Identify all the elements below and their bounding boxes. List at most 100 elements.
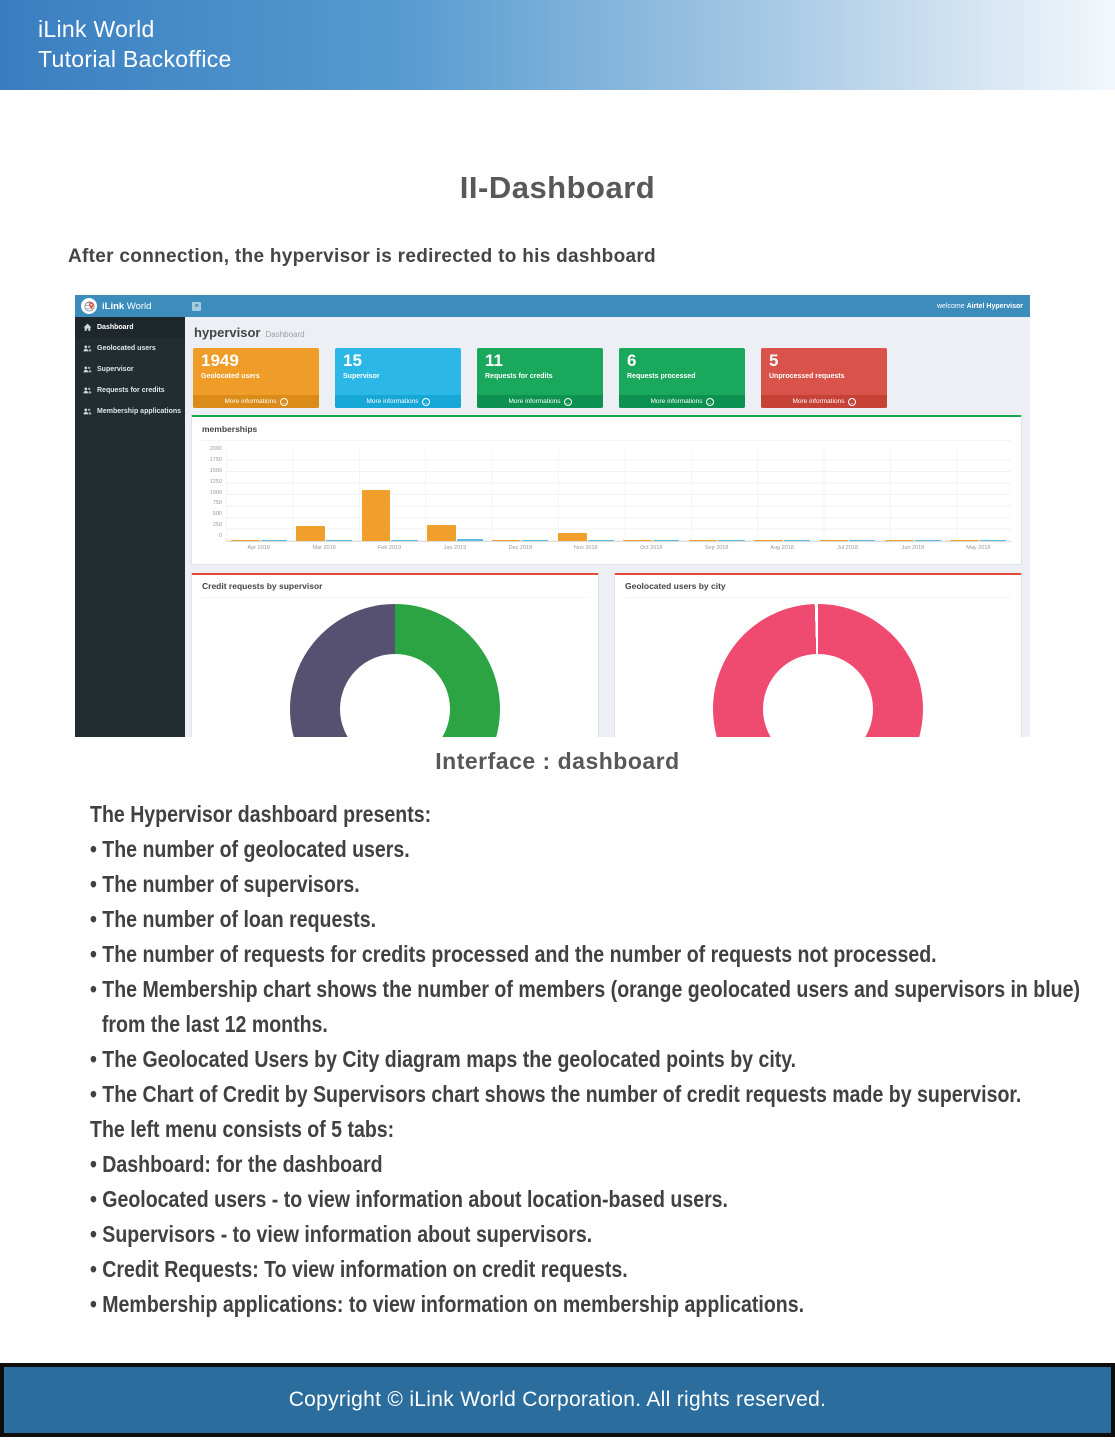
supervisors-bar xyxy=(783,539,811,541)
geolocated-users-donut-chart xyxy=(713,604,923,737)
body-line: • The Geolocated Users by City diagram m… xyxy=(90,1046,797,1072)
geolocated-users-bar xyxy=(557,533,587,541)
y-axis-ticks: 2000 1750 1500 1250 1000 750 500 250 0 xyxy=(202,446,226,541)
geolocated-users-bar xyxy=(754,539,783,541)
supervisors-bar xyxy=(260,539,287,541)
body-line: • The Membership chart shows the number … xyxy=(90,976,1080,1002)
sidebar-item-requests-for-credits[interactable]: Requests for credits xyxy=(75,380,185,401)
stat-card-label: Unprocessed requests xyxy=(769,373,845,380)
supervisors-bar xyxy=(325,539,353,541)
content-header: hypervisor Dashboard xyxy=(191,322,1022,348)
home-icon xyxy=(83,323,92,332)
body-line: The left menu consists of 5 tabs: xyxy=(90,1116,395,1142)
body-text: The Hypervisor dashboard presents: • The … xyxy=(90,797,1080,1322)
stat-card-requests-processed: 6 Requests processed More informations → xyxy=(619,348,745,408)
brand-name: iLink World xyxy=(102,301,151,312)
geolocated-users-bar xyxy=(623,539,653,541)
sidebar-item-geolocated-users[interactable]: Geolocated users xyxy=(75,338,185,359)
copyright-text: Copyright © iLink World Corporation. All… xyxy=(288,1388,827,1411)
stat-card-geolocated-users: 1949 Geolocated users More informations → xyxy=(193,348,319,408)
body-line: from the last 12 months. xyxy=(101,1011,328,1037)
x-tick-label: Feb 2019 xyxy=(377,545,402,551)
month-group-feb-2019 xyxy=(357,449,422,541)
bar-plot-area xyxy=(226,449,1011,542)
more-informations-label: More informations xyxy=(366,398,419,405)
users-icon xyxy=(83,407,92,416)
sidebar-toggle-icon[interactable]: ≡ xyxy=(192,301,201,311)
x-tick-label: Mar 2019 xyxy=(312,545,336,551)
x-tick-label: Oct 2018 xyxy=(640,545,663,551)
x-tick-label: Sep 2018 xyxy=(704,545,729,551)
banner-line-2: Tutorial Backoffice xyxy=(38,46,232,72)
sidebar-item-membership-applications[interactable]: Membership applications xyxy=(75,401,185,422)
welcome-username: Airtel Hypervisor xyxy=(966,302,1023,310)
breadcrumb: Dashboard xyxy=(265,330,305,339)
supervisors-bar xyxy=(653,539,680,541)
brand-bold: iLink xyxy=(102,300,125,312)
more-informations-label: More informations xyxy=(650,398,703,405)
stat-card-label: Requests for credits xyxy=(485,373,553,380)
brand-regular: World xyxy=(124,300,152,312)
memberships-chart: 2000 1750 1500 1250 1000 750 500 250 0 xyxy=(202,446,1011,542)
more-informations-label: More informations xyxy=(224,398,277,405)
arrow-circle-right-icon: → xyxy=(705,397,714,406)
more-informations-button[interactable]: More informations → xyxy=(761,395,887,408)
geolocated-users-bar xyxy=(427,524,456,541)
supervisors-bar xyxy=(587,539,614,541)
stat-card-supervisor: 15 Supervisor More informations → xyxy=(335,348,461,408)
geolocated-users-bar xyxy=(361,490,391,541)
more-informations-button[interactable]: More informations → xyxy=(477,395,603,408)
x-axis-labels: Apr 2019 Mar 2019 Feb 2019 Jan 2019 Dec 2018… xyxy=(226,542,1011,551)
geolocated-users-bar xyxy=(884,539,914,541)
content-title: hypervisor xyxy=(194,325,261,340)
main-content: hypervisor Dashboard 1949 Geolocated users… xyxy=(185,317,1030,737)
geolocated-users-bar xyxy=(492,539,522,541)
x-tick-label: May 2018 xyxy=(966,545,991,551)
body-line: • The Chart of Credit by Supervisors cha… xyxy=(90,1081,1022,1107)
y-tick-label: 1000 xyxy=(209,489,222,496)
stat-card-value: 15 xyxy=(343,351,362,370)
stat-card-value: 6 xyxy=(627,351,637,370)
body-line: • Dashboard: for the dashboard xyxy=(90,1151,383,1177)
x-tick-label: Apr 2019 xyxy=(247,545,270,551)
y-tick-label: 0 xyxy=(218,533,222,539)
geolocated-city-title: Geolocated users by city xyxy=(625,579,1011,598)
body-line: The Hypervisor dashboard presents: xyxy=(90,801,432,827)
y-tick-label: 1250 xyxy=(209,478,222,485)
arrow-circle-right-icon: → xyxy=(847,397,856,406)
geolocated-city-box: Geolocated users by city xyxy=(614,573,1022,737)
body-line: • The number of requests for credits pro… xyxy=(90,941,937,967)
more-informations-button[interactable]: More informations → xyxy=(335,395,461,408)
brand-logo[interactable]: iLink World xyxy=(75,295,185,317)
credit-requests-donut-chart xyxy=(290,604,500,737)
stat-card-requests-for-credits: 11 Requests for credits More informations → xyxy=(477,348,603,408)
stat-card-label: Geolocated users xyxy=(201,373,260,380)
more-informations-button[interactable]: More informations → xyxy=(193,395,319,408)
credit-donut-wrap xyxy=(202,598,588,737)
month-group-jun-2018 xyxy=(880,449,945,541)
x-tick-label: Aug 2018 xyxy=(770,545,794,551)
x-tick-label: Jul 2018 xyxy=(837,545,858,551)
month-group-oct-2018 xyxy=(619,449,684,541)
y-tick-label: 1500 xyxy=(209,467,222,474)
month-group-nov-2018 xyxy=(553,449,618,541)
month-group-jan-2019 xyxy=(422,449,487,541)
month-group-aug-2018 xyxy=(749,449,814,541)
month-group-may-2018 xyxy=(946,449,1011,541)
supervisors-bar xyxy=(980,539,1007,541)
users-icon xyxy=(83,365,92,374)
geolocated-users-bar xyxy=(950,539,980,541)
memberships-box: memberships 2000 1750 1500 1250 1000 750 500 25… xyxy=(191,415,1022,565)
more-informations-label: More informations xyxy=(508,398,561,405)
welcome-label[interactable]: welcome Airtel Hypervisor xyxy=(937,303,1023,310)
more-informations-button[interactable]: More informations → xyxy=(619,395,745,408)
sidebar-item-dashboard[interactable]: Dashboard xyxy=(75,317,185,338)
y-tick-label: 500 xyxy=(212,511,222,518)
sidebar-item-supervisor[interactable]: Supervisor xyxy=(75,359,185,380)
x-tick-label: Jun 2018 xyxy=(901,545,925,551)
stat-cards-row: 1949 Geolocated users More informations → 15… xyxy=(191,348,1022,408)
credit-requests-title: Credit requests by supervisor xyxy=(202,579,588,598)
dashboard-body: Dashboard Geolocated users Supervisor Reque… xyxy=(75,317,1030,737)
body-line: • Geolocated users - to view information… xyxy=(90,1186,728,1212)
arrow-circle-right-icon: → xyxy=(421,397,430,406)
